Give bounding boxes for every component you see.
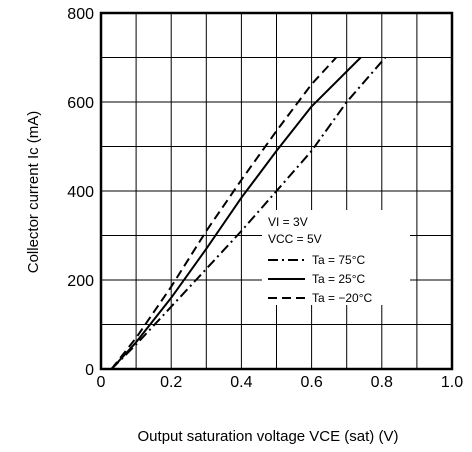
legend-items: Ta = 75°C Ta = 25°C Ta = −20°C xyxy=(268,253,373,305)
x-tick-label: 0.6 xyxy=(300,374,322,391)
condition-vi: VI = 3V xyxy=(268,215,308,229)
x-tick-label: 0.2 xyxy=(160,374,182,391)
legend-background xyxy=(262,210,410,305)
x-tick-label: 0 xyxy=(97,374,106,391)
x-tick-label: 0.8 xyxy=(371,374,393,391)
x-axis-label: Output saturation voltage VCE (sat) (V) xyxy=(138,428,399,445)
plot-frame xyxy=(99,11,454,371)
x-tick-labels: 0 0.2 0.4 0.6 0.8 1.0 xyxy=(97,374,464,391)
y-tick-label: 0 xyxy=(85,362,94,379)
condition-vcc: VCC = 5V xyxy=(268,232,322,246)
legend-label-1: Ta = 25°C xyxy=(312,272,365,286)
y-tick-labels: 0 200 400 600 800 xyxy=(67,6,94,379)
x-tick-label: 0.4 xyxy=(230,374,252,391)
legend-label-2: Ta = −20°C xyxy=(312,291,373,305)
y-axis-label: Collector current Ic (mA) xyxy=(25,111,42,274)
series-group xyxy=(110,56,387,370)
y-tick-label: 400 xyxy=(67,184,94,201)
y-tick-label: 200 xyxy=(67,273,94,290)
y-tick-label: 800 xyxy=(67,6,94,23)
x-tick-label: 1.0 xyxy=(441,374,463,391)
series-line-0 xyxy=(110,56,387,370)
legend-label-0: Ta = 75°C xyxy=(312,253,365,267)
series-line-2 xyxy=(110,56,337,370)
series-line-1 xyxy=(110,56,362,370)
y-tick-label: 600 xyxy=(67,95,94,112)
legend: VI = 3V VCC = 5V Ta = 75°CTa = 25°CTa = … xyxy=(262,210,410,305)
